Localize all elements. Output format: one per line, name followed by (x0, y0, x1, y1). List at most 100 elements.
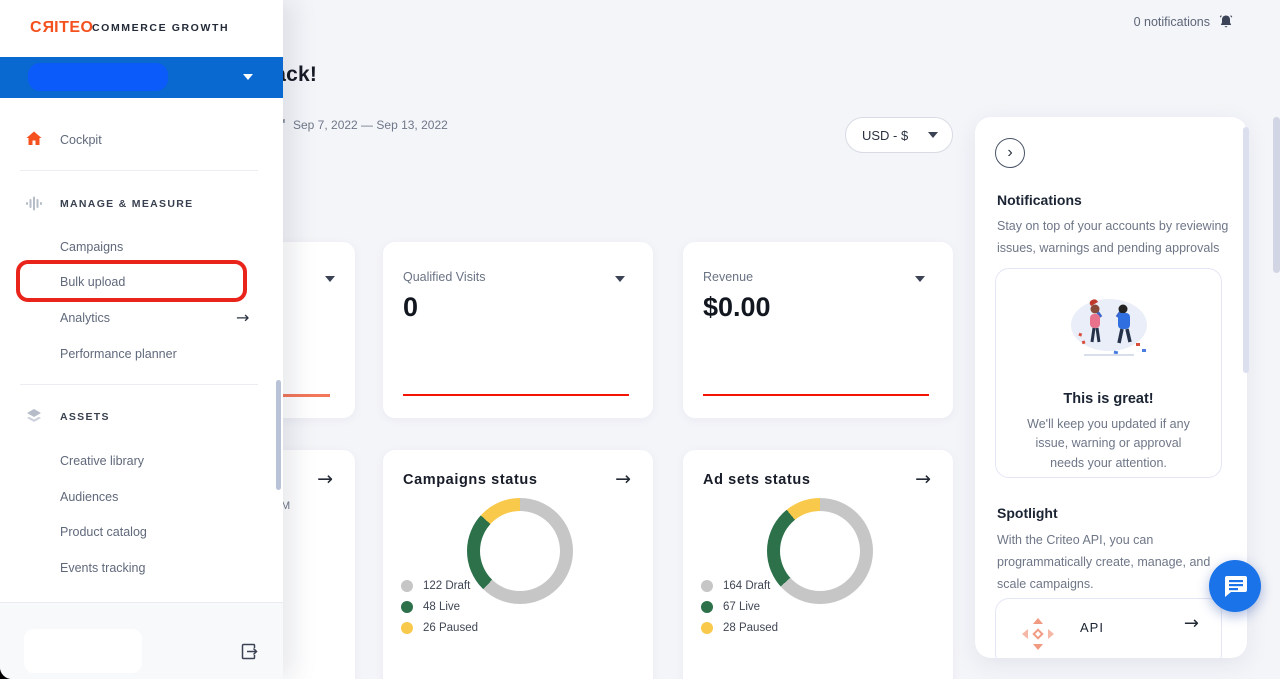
api-icon (1022, 618, 1054, 650)
chevron-right-icon: › (1007, 144, 1013, 161)
legend-label: 122 Draft (423, 580, 471, 592)
live-dot (701, 601, 713, 613)
date-range[interactable]: Sep 7, 2022 — Sep 13, 2022 (270, 118, 448, 132)
api-label: API (1080, 620, 1104, 635)
chat-icon (1225, 576, 1247, 597)
legend-item-draft: 164 Draft (701, 580, 778, 592)
user-name-redacted (24, 629, 142, 673)
legend-item-paused: 26 Paused (401, 622, 478, 634)
legend: 122 Draft 48 Live 26 Paused (401, 580, 478, 634)
sidebar-item-events-tracking[interactable]: Events tracking (60, 561, 146, 575)
notifications-count: 0 notifications (1133, 15, 1210, 29)
legend-label: 28 Paused (723, 622, 778, 634)
sidebar-scrollbar[interactable] (276, 380, 281, 490)
divider (20, 170, 258, 171)
kpi-card-qualified-visits[interactable]: Qualified Visits 0 (383, 242, 653, 418)
kpi-card-revenue[interactable]: Revenue $0.00 (683, 242, 953, 418)
adsets-status-donut (767, 498, 873, 604)
bell-icon (1219, 15, 1233, 28)
kpi-value: 0 (403, 292, 419, 322)
arrow-right-icon[interactable]: → (236, 308, 250, 327)
sidebar-navigation: CRITEO COMMERCE GROWTH Cockpit MANAGE & … (0, 0, 283, 679)
sidebar-item-bulk-upload[interactable]: Bulk upload (60, 275, 126, 289)
campaigns-status-card[interactable]: Campaigns status → 122 Draft 48 Live 26 … (383, 450, 653, 679)
legend: 164 Draft 67 Live 28 Paused (701, 580, 778, 634)
sidebar-item-creative-library[interactable]: Creative library (60, 454, 145, 468)
notifications-empty-state: This is great! We'll keep you updated if… (995, 268, 1222, 478)
campaigns-status-donut (467, 498, 573, 604)
product-name: COMMERCE GROWTH (92, 22, 230, 34)
kpi-label: Revenue (703, 270, 754, 284)
section-assets: ASSETS (60, 411, 110, 423)
chevron-down-icon (928, 132, 938, 138)
live-dot (401, 601, 413, 613)
chevron-down-icon[interactable] (615, 276, 625, 282)
legend-label: 164 Draft (723, 580, 771, 592)
api-link-card[interactable]: API → (995, 598, 1222, 658)
draft-dot (401, 580, 413, 592)
card-title: Ad sets status (703, 472, 811, 488)
kpi-sparkline (403, 394, 629, 396)
logout-icon[interactable] (241, 643, 258, 660)
notifications-indicator[interactable]: 0 notifications (1134, 14, 1234, 30)
sidebar-footer (0, 602, 283, 679)
kpi-label: Qualified Visits (403, 270, 486, 284)
legend-label: 26 Paused (423, 622, 478, 634)
notifications-panel: › Notifications Stay on top of your acco… (975, 117, 1247, 658)
equalizer-icon (26, 196, 42, 211)
chevron-down-icon[interactable] (325, 276, 335, 282)
date-range-text: Sep 7, 2022 — Sep 13, 2022 (293, 118, 448, 132)
truncated-text: M (281, 500, 291, 512)
panel-scrollbar[interactable] (1243, 127, 1249, 373)
legend-label: 48 Live (423, 601, 461, 613)
arrow-right-icon[interactable]: → (615, 468, 631, 490)
paused-dot (701, 622, 713, 634)
account-name-redacted (28, 63, 168, 91)
red-annotation-box (16, 260, 247, 302)
arrow-right-icon[interactable]: → (915, 468, 931, 490)
layers-icon (27, 409, 41, 422)
notifications-description: Stay on top of your accounts by reviewin… (997, 219, 1229, 255)
chevron-down-icon (243, 74, 253, 80)
legend-item-live: 48 Live (401, 601, 478, 613)
chevron-down-icon[interactable] (915, 276, 925, 282)
divider (20, 384, 258, 385)
chat-support-button[interactable] (1209, 560, 1261, 612)
account-selector[interactable] (0, 57, 283, 98)
criteo-logo[interactable]: CRITEO (30, 19, 94, 36)
empty-state-description: We'll keep you updated if any issue, war… (1027, 417, 1190, 470)
sidebar-item-cockpit[interactable]: Cockpit (60, 133, 102, 147)
sidebar-item-performance-planner[interactable]: Performance planner (60, 347, 177, 361)
home-icon (26, 131, 42, 145)
sidebar-item-product-catalog[interactable]: Product catalog (60, 525, 147, 539)
currency-selector[interactable]: USD - $ (845, 117, 953, 153)
high-five-illustration (1070, 299, 1147, 356)
collapse-panel-button[interactable]: › (995, 138, 1025, 168)
spotlight-title: Spotlight (997, 505, 1058, 521)
legend-item-live: 67 Live (701, 601, 778, 613)
kpi-sparkline (703, 394, 929, 396)
adsets-status-card[interactable]: Ad sets status → 164 Draft 67 Live 28 Pa… (683, 450, 953, 679)
paused-dot (401, 622, 413, 634)
kpi-value: $0.00 (703, 292, 771, 322)
page-scrollbar[interactable] (1273, 117, 1280, 273)
sidebar-item-campaigns[interactable]: Campaigns (60, 240, 124, 254)
sidebar-item-audiences[interactable]: Audiences (60, 490, 119, 504)
arrow-right-icon: → (1183, 613, 1199, 634)
top-bar: 0 notifications (0, 0, 1280, 46)
brand-header: CRITEO COMMERCE GROWTH (0, 0, 283, 57)
arrow-right-icon[interactable]: → (317, 468, 333, 490)
currency-value: USD - $ (862, 127, 909, 143)
kpi-sparkline (240, 394, 330, 397)
notifications-title: Notifications (997, 192, 1082, 208)
spotlight-description: With the Criteo API, you can programmati… (997, 533, 1211, 591)
empty-state-title: This is great! (1063, 391, 1154, 407)
section-manage-measure: MANAGE & MEASURE (60, 198, 194, 210)
card-title: Campaigns status (403, 472, 538, 488)
sidebar-item-analytics[interactable]: Analytics (60, 311, 111, 325)
legend-item-paused: 28 Paused (701, 622, 778, 634)
legend-item-draft: 122 Draft (401, 580, 478, 592)
legend-label: 67 Live (723, 601, 761, 613)
draft-dot (701, 580, 713, 592)
